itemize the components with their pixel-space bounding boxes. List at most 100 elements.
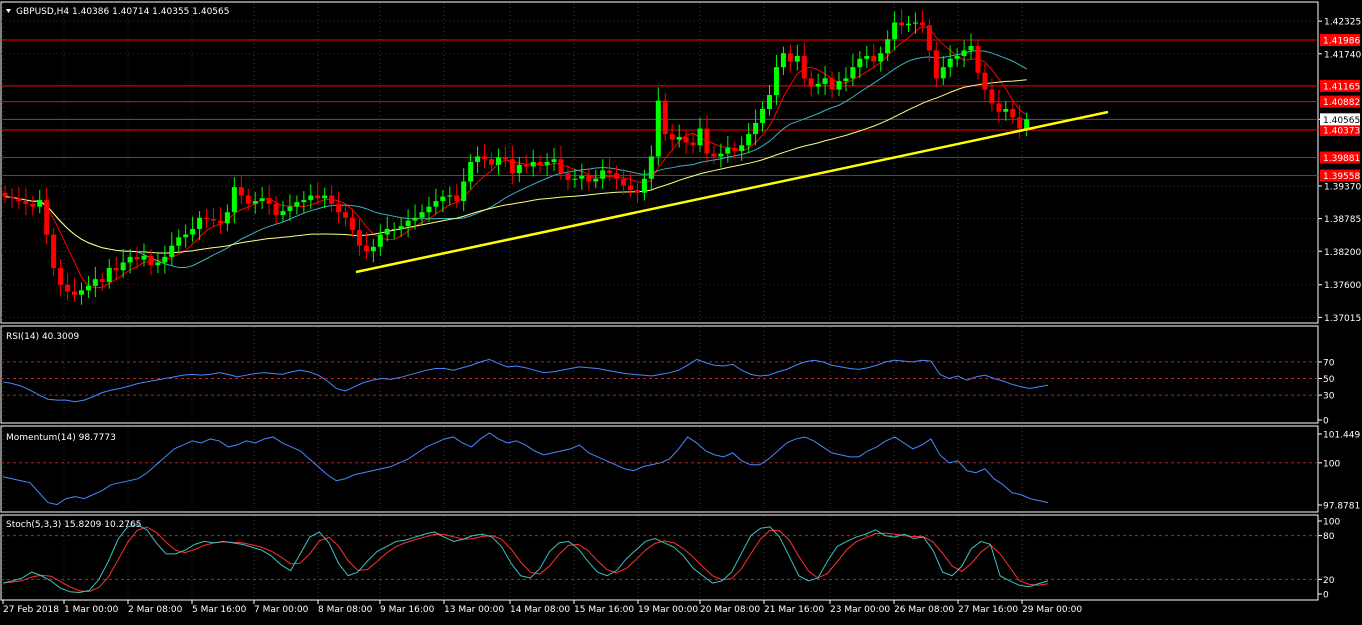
candle-body — [398, 226, 404, 229]
candlestick-series — [2, 9, 1030, 305]
candle-body — [787, 53, 793, 62]
candle-body — [204, 217, 210, 219]
candle-body — [878, 53, 884, 62]
date-tick-label: 13 Mar 00:00 — [444, 605, 504, 615]
candle-body — [662, 100, 668, 135]
candle-body — [162, 256, 168, 263]
current-price-label: 1.40565 — [1323, 116, 1360, 126]
candle-body — [815, 83, 821, 87]
date-tick-label: 23 Mar 00:00 — [830, 605, 890, 615]
candle-body — [523, 164, 529, 167]
candle-body — [676, 136, 682, 140]
candle-body — [1010, 109, 1016, 118]
candle-body — [919, 22, 925, 26]
candle-body — [801, 56, 807, 79]
osc-tick-label: 97.8781 — [1323, 502, 1360, 512]
candle-body — [294, 202, 300, 207]
candle-body — [176, 237, 182, 246]
momentum-panel[interactable]: Momentum(14) 98.7773 101.449 100 97.8781 — [0, 425, 1360, 513]
rsi-panel[interactable]: RSI(14) 40.3009 70 50 30 0 — [0, 325, 1335, 427]
date-axis: 27 Feb 2018 1 Mar 00:00 2 Mar 08:00 5 Mar 1… — [2, 600, 1082, 615]
candle-body — [412, 217, 418, 221]
osc-tick-label: 100 — [1323, 518, 1340, 528]
level-price-tag — [1320, 95, 1360, 108]
candle-body — [634, 189, 640, 193]
price-panel[interactable]: 1.41986 1.41165 1.40882 1.40373 1.39881 1.395… — [0, 1, 1361, 599]
candle-body — [753, 122, 759, 135]
trend-line[interactable] — [355, 110, 1109, 274]
candle-body — [767, 95, 772, 109]
candle-body — [683, 136, 689, 143]
candle-body — [155, 262, 161, 266]
candle-body — [933, 50, 939, 79]
date-tick-label: 9 Mar 16:00 — [380, 605, 435, 615]
candle-body — [336, 203, 342, 213]
candle-body — [120, 262, 126, 271]
candle-body — [433, 201, 439, 207]
stoch-label: Stoch(5,3,3) 15.8209 10.2765 — [6, 520, 141, 530]
oscillator-line — [2, 432, 1049, 506]
price-tick-label: 1.42325 — [1324, 18, 1361, 28]
candle-body — [711, 153, 717, 157]
candle-body — [739, 145, 745, 151]
candle-body — [648, 156, 654, 179]
candle-body — [489, 159, 494, 165]
candle-body — [370, 246, 376, 252]
candle-body — [773, 67, 779, 96]
candle-body — [864, 56, 870, 59]
date-tick-label: 7 Mar 00:00 — [254, 605, 309, 615]
level-price-label: 1.41165 — [1323, 82, 1360, 92]
price-axis: 1.41986 1.41165 1.40882 1.40373 1.39881 1.395… — [1318, 18, 1361, 324]
candle-body — [926, 25, 932, 51]
candle-body — [273, 203, 279, 215]
candle-body — [259, 198, 265, 202]
candle-body — [197, 217, 203, 229]
candle-body — [183, 234, 189, 238]
candle-body — [989, 89, 995, 104]
date-tick-label: 21 Mar 16:00 — [764, 605, 824, 615]
date-tick-label: 27 Mar 16:00 — [958, 605, 1018, 615]
candle-body — [391, 228, 397, 230]
oscillator-line — [2, 524, 1049, 594]
candle-body — [238, 187, 244, 196]
candle-body — [760, 109, 766, 123]
candle-body — [23, 201, 29, 204]
oscillator-line — [2, 358, 1049, 403]
candle-body — [322, 195, 328, 199]
osc-tick-label: 20 — [1323, 576, 1335, 586]
date-tick-label: 2 Mar 08:00 — [128, 605, 183, 615]
candle-body — [704, 128, 710, 154]
candle-body — [607, 170, 613, 174]
level-price-tag — [1320, 124, 1360, 137]
level-price-tag — [1320, 79, 1360, 92]
candle-body — [829, 78, 835, 90]
osc-tick-label: 80 — [1323, 532, 1335, 542]
candle-body — [113, 268, 119, 271]
candle-body — [384, 228, 390, 235]
level-price-label: 1.39881 — [1323, 154, 1360, 164]
candle-body — [586, 175, 592, 182]
price-tick-label: 1.39370 — [1324, 182, 1361, 192]
stoch-panel[interactable]: Stoch(5,3,3) 15.8209 10.2765 100 80 20 0 — [0, 514, 1340, 601]
candle-body — [9, 196, 15, 199]
candle-body — [231, 187, 237, 213]
candle-body — [440, 196, 446, 202]
moving-average-line — [4, 79, 1027, 254]
level-price-tag — [1320, 34, 1360, 47]
rsi-label: RSI(14) 40.3009 — [6, 332, 79, 342]
candle-body — [794, 56, 800, 62]
candle-body — [106, 268, 112, 282]
date-tick-label: 26 Mar 08:00 — [894, 605, 954, 615]
dropdown-triangle-icon[interactable] — [6, 9, 11, 13]
candle-body — [495, 157, 501, 165]
candle-body — [746, 134, 752, 146]
candle-body — [141, 255, 147, 260]
date-tick-label: 14 Mar 08:00 — [510, 605, 570, 615]
candle-body — [99, 279, 105, 282]
candle-body — [940, 67, 946, 79]
candle-body — [92, 279, 98, 286]
osc-tick-label: 100 — [1323, 459, 1340, 469]
osc-tick-label: 0 — [1323, 417, 1329, 427]
